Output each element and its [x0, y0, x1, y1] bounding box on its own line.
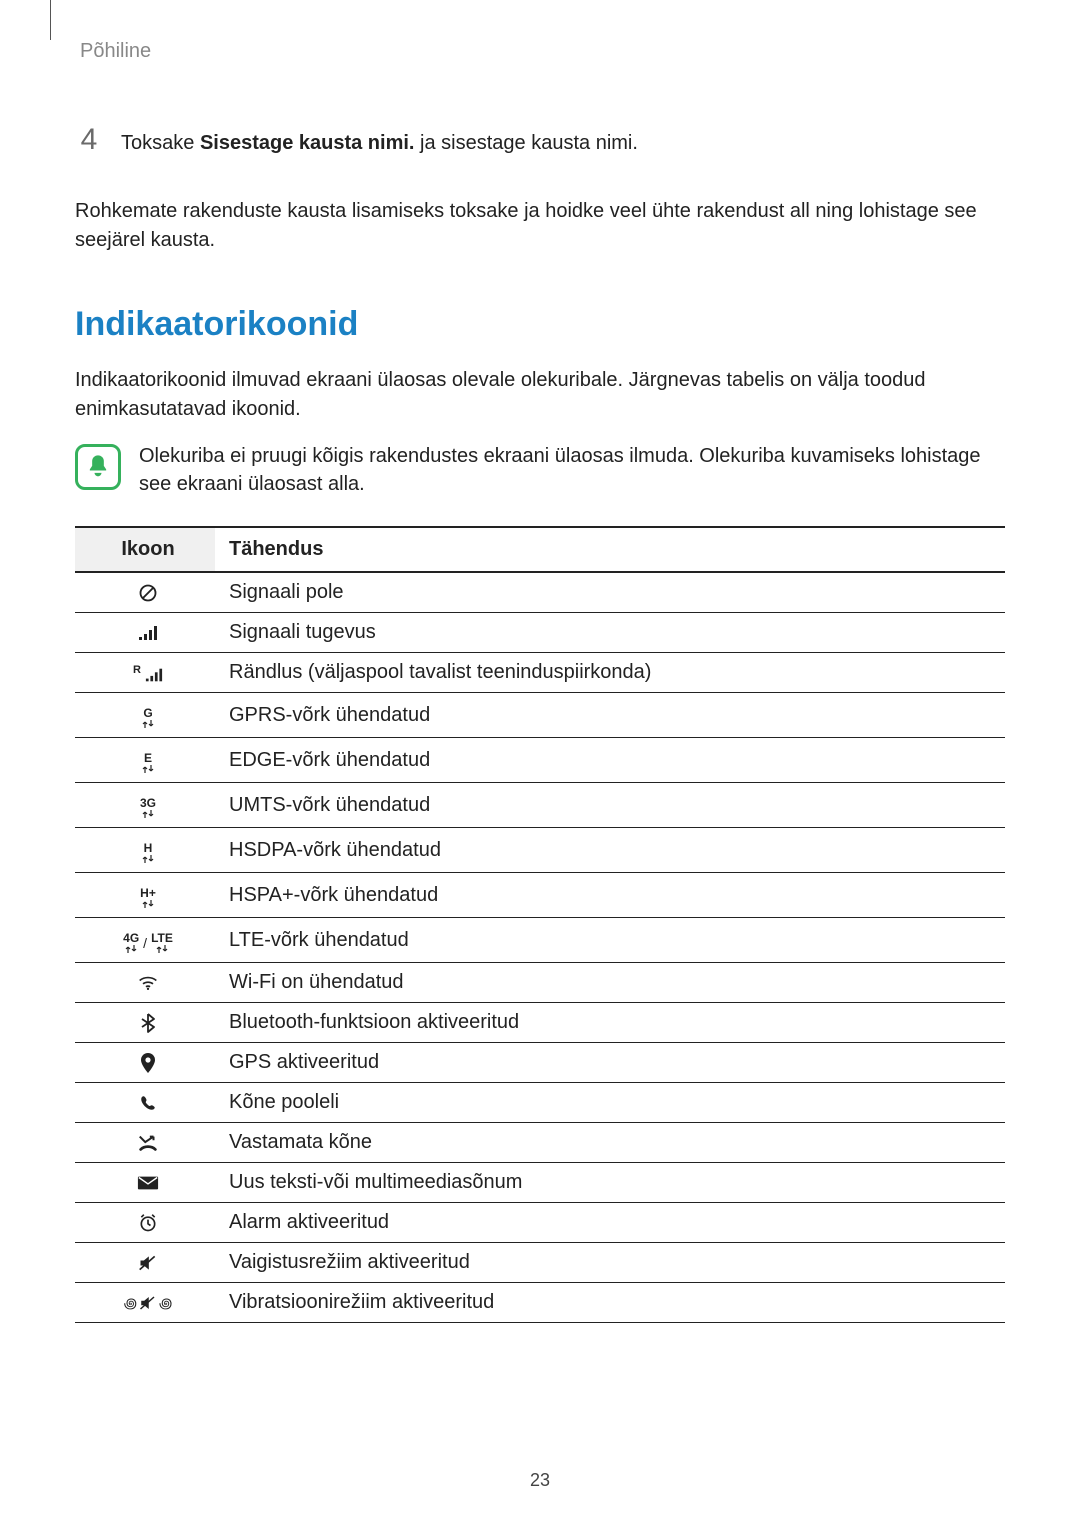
bluetooth-icon: [75, 1003, 215, 1043]
intro-paragraph: Indikaatorikoonid ilmuvad ekraani ülaosa…: [75, 366, 1005, 424]
umts-icon: 3G: [75, 783, 215, 828]
step-suffix: ja sisestage kausta nimi.: [414, 132, 637, 154]
table-row: GGPRS-võrk ühendatud: [75, 693, 1005, 738]
indicator-table: Ikoon Tähendus Signaali poleSignaali tug…: [75, 526, 1005, 1323]
step-text: Toksake Sisestage kausta nimi. ja sisest…: [121, 129, 638, 157]
step-number: 4: [75, 123, 103, 157]
table-row: Uus teksti-või multimeediasõnum: [75, 1163, 1005, 1203]
meaning-cell: Vibratsioonirežiim aktiveeritud: [215, 1283, 1005, 1323]
meaning-cell: GPRS-võrk ühendatud: [215, 693, 1005, 738]
th-meaning: Tähendus: [215, 527, 1005, 572]
running-header: Põhiline: [75, 40, 1005, 63]
signal-icon: [75, 613, 215, 653]
table-row: Alarm aktiveeritud: [75, 1203, 1005, 1243]
section-heading: Indikaatorikoonid: [75, 305, 1005, 344]
table-row: Signaali pole: [75, 572, 1005, 613]
meaning-cell: Alarm aktiveeritud: [215, 1203, 1005, 1243]
meaning-cell: Wi-Fi on ühendatud: [215, 963, 1005, 1003]
meaning-cell: Vaigistusrežiim aktiveeritud: [215, 1243, 1005, 1283]
meaning-cell: Kõne pooleli: [215, 1083, 1005, 1123]
note-callout: Olekuriba ei pruugi kõigis rakendustes e…: [75, 442, 1005, 498]
table-row: Vastamata kõne: [75, 1123, 1005, 1163]
step-4: 4 Toksake Sisestage kausta nimi. ja sise…: [75, 123, 1005, 157]
meaning-cell: UMTS-võrk ühendatud: [215, 783, 1005, 828]
step-bold: Sisestage kausta nimi.: [200, 132, 415, 154]
paragraph: Rohkemate rakenduste kausta lisamiseks t…: [75, 197, 1005, 255]
meaning-cell: Vastamata kõne: [215, 1123, 1005, 1163]
table-row: ꩜꩜Vibratsioonirežiim aktiveeritud: [75, 1283, 1005, 1323]
message-icon: [75, 1163, 215, 1203]
hspap-icon: H+: [75, 873, 215, 918]
alarm-icon: [75, 1203, 215, 1243]
document-page: Põhiline 4 Toksake Sisestage kausta nimi…: [0, 0, 1080, 1527]
meaning-cell: HSPA+-võrk ühendatud: [215, 873, 1005, 918]
mute-icon: [75, 1243, 215, 1283]
bell-icon: [75, 444, 121, 490]
meaning-cell: EDGE-võrk ühendatud: [215, 738, 1005, 783]
wifi-icon: [75, 963, 215, 1003]
step-prefix: Toksake: [121, 132, 200, 154]
roaming-icon: R: [75, 653, 215, 693]
call-icon: [75, 1083, 215, 1123]
meaning-cell: Signaali tugevus: [215, 613, 1005, 653]
table-row: Bluetooth-funktsioon aktiveeritud: [75, 1003, 1005, 1043]
table-row: EEDGE-võrk ühendatud: [75, 738, 1005, 783]
edge-icon: E: [75, 738, 215, 783]
top-left-rule: [50, 0, 51, 40]
meaning-cell: Signaali pole: [215, 572, 1005, 613]
table-row: Vaigistusrežiim aktiveeritud: [75, 1243, 1005, 1283]
table-row: GPS aktiveeritud: [75, 1043, 1005, 1083]
meaning-cell: HSDPA-võrk ühendatud: [215, 828, 1005, 873]
table-row: 3GUMTS-võrk ühendatud: [75, 783, 1005, 828]
table-header-row: Ikoon Tähendus: [75, 527, 1005, 572]
meaning-cell: Bluetooth-funktsioon aktiveeritud: [215, 1003, 1005, 1043]
meaning-cell: LTE-võrk ühendatud: [215, 918, 1005, 963]
table-row: Kõne pooleli: [75, 1083, 1005, 1123]
no-signal-icon: [75, 572, 215, 613]
meaning-cell: GPS aktiveeritud: [215, 1043, 1005, 1083]
page-number: 23: [0, 1470, 1080, 1491]
hsdpa-icon: H: [75, 828, 215, 873]
table-row: Signaali tugevus: [75, 613, 1005, 653]
gprs-icon: G: [75, 693, 215, 738]
note-text: Olekuriba ei pruugi kõigis rakendustes e…: [139, 442, 1005, 498]
table-row: 4G / LTELTE-võrk ühendatud: [75, 918, 1005, 963]
gps-icon: [75, 1043, 215, 1083]
vibrate-icon: ꩜꩜: [75, 1283, 215, 1323]
missed-icon: [75, 1123, 215, 1163]
meaning-cell: Uus teksti-või multimeediasõnum: [215, 1163, 1005, 1203]
table-row: H+HSPA+-võrk ühendatud: [75, 873, 1005, 918]
table-row: RRändlus (väljaspool tavalist teenindusp…: [75, 653, 1005, 693]
table-row: Wi-Fi on ühendatud: [75, 963, 1005, 1003]
table-row: HHSDPA-võrk ühendatud: [75, 828, 1005, 873]
lte-icon: 4G / LTE: [75, 918, 215, 963]
meaning-cell: Rändlus (väljaspool tavalist teeninduspi…: [215, 653, 1005, 693]
th-icon: Ikoon: [75, 527, 215, 572]
